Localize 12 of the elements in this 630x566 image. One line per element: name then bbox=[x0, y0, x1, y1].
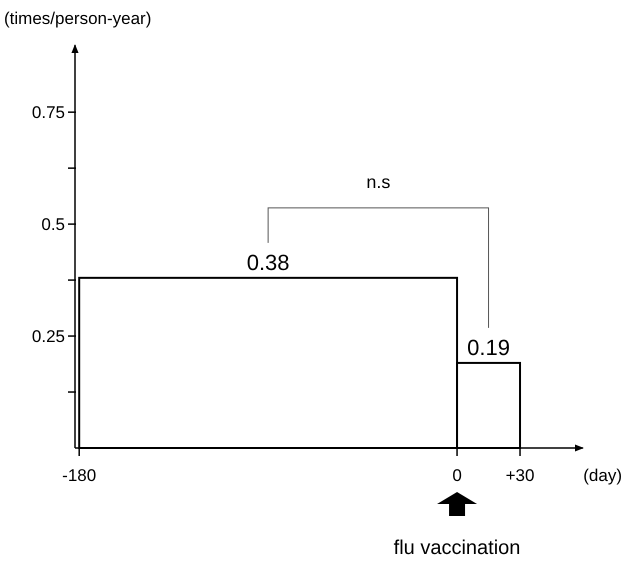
x-axis-title: (day) bbox=[583, 466, 622, 485]
x-tick-label: 0 bbox=[452, 466, 462, 485]
y-tick-label: 0.25 bbox=[32, 327, 65, 346]
data-label: 0.19 bbox=[467, 334, 510, 360]
y-axis-title: (times/person-year) bbox=[4, 9, 152, 28]
x-tick-label: -180 bbox=[62, 466, 96, 485]
y-tick-label: 0.5 bbox=[41, 215, 65, 234]
x-tick-label: +30 bbox=[506, 466, 534, 485]
annotation: n.s bbox=[366, 172, 390, 192]
y-tick-label: 0.75 bbox=[32, 103, 65, 122]
text: flu vaccination bbox=[394, 537, 520, 559]
data-label: 0.38 bbox=[246, 250, 290, 275]
